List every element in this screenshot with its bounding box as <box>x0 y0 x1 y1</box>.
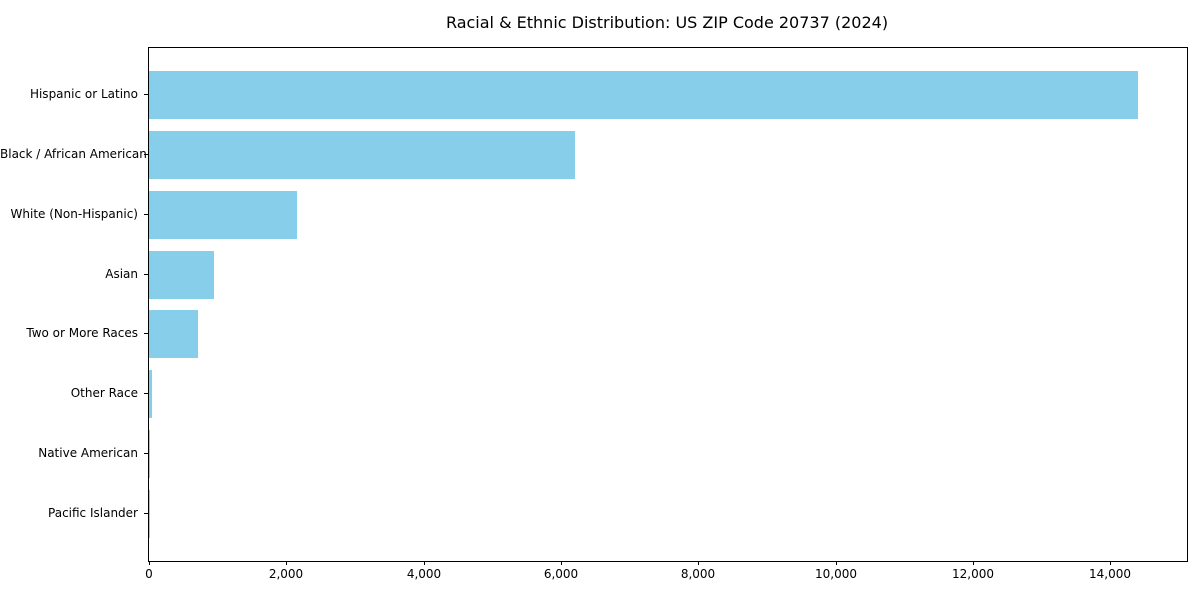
x-tick <box>149 561 150 565</box>
x-tick <box>1110 561 1111 565</box>
y-tick <box>144 513 148 514</box>
bar <box>149 131 575 179</box>
bar <box>149 370 153 418</box>
y-axis-label: Black / African American <box>0 147 147 161</box>
x-tick <box>561 561 562 565</box>
y-tick <box>144 453 148 454</box>
x-tick-label: 0 <box>145 567 153 581</box>
bar <box>149 310 199 358</box>
y-tick <box>144 333 148 334</box>
y-axis-label: Pacific Islander <box>48 506 138 520</box>
y-tick <box>144 94 148 95</box>
y-axis-label: Asian <box>105 267 138 281</box>
y-tick <box>144 274 148 275</box>
y-tick <box>144 214 148 215</box>
y-tick <box>144 154 148 155</box>
x-tick-label: 2,000 <box>268 567 304 581</box>
plot-area <box>148 47 1188 562</box>
x-tick <box>424 561 425 565</box>
x-tick-label: 4,000 <box>406 567 442 581</box>
chart-title: Racial & Ethnic Distribution: US ZIP Cod… <box>445 13 889 32</box>
x-tick-label: 12,000 <box>952 567 994 581</box>
bar <box>149 191 297 239</box>
x-tick <box>698 561 699 565</box>
y-axis-label: Two or More Races <box>26 326 138 340</box>
y-axis-label: Other Race <box>70 386 138 400</box>
y-axis-label: Native American <box>38 446 138 460</box>
x-tick-label: 8,000 <box>680 567 716 581</box>
x-tick <box>836 561 837 565</box>
bar <box>149 71 1138 119</box>
x-tick <box>973 561 974 565</box>
x-tick-label: 10,000 <box>815 567 857 581</box>
bar <box>149 251 215 299</box>
y-axis-label: White (Non-Hispanic) <box>10 207 138 221</box>
x-tick-label: 6,000 <box>543 567 579 581</box>
y-axis-label: Hispanic or Latino <box>29 87 138 101</box>
x-tick <box>286 561 287 565</box>
bar <box>149 430 150 478</box>
y-tick <box>144 393 148 394</box>
x-tick-label: 14,000 <box>1089 567 1131 581</box>
